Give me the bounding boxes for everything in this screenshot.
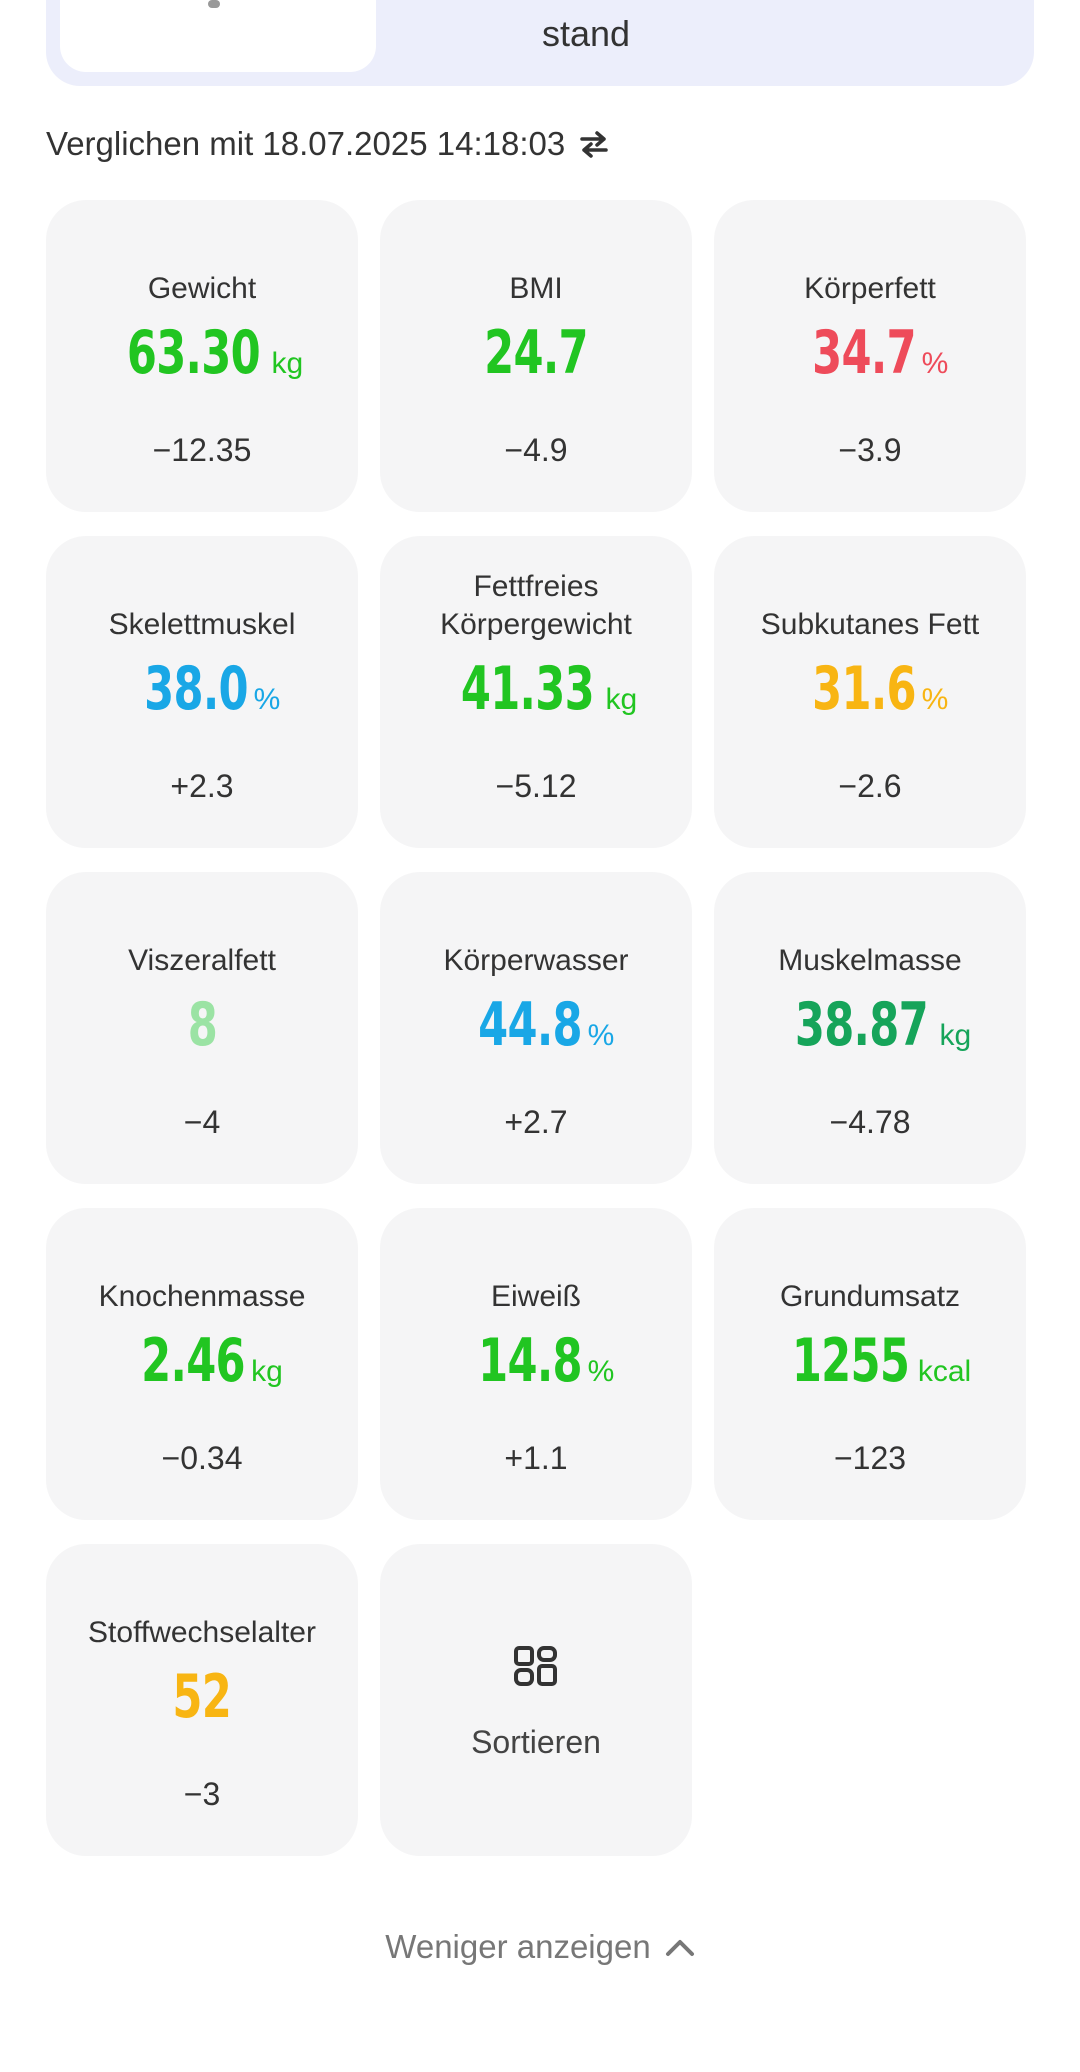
metric-value-row: 2.46 kg: [46, 1326, 358, 1406]
metric-value-row: 52: [46, 1662, 358, 1742]
metric-unit: kg: [251, 1355, 283, 1388]
metric-value: 41.33: [460, 654, 595, 724]
metric-value-row: 14.8%: [380, 1326, 692, 1406]
metric-delta: −4.78: [829, 1104, 911, 1140]
metric-value-row: 38.0%: [46, 654, 358, 734]
metric-unit: %: [921, 683, 949, 716]
comparison-text: Verglichen mit 18.07.2025 14:18:03: [46, 125, 566, 162]
metric-delta: +2.7: [504, 1104, 568, 1140]
metric-value-row: 34.7%: [714, 318, 1026, 398]
metric-delta: +1.1: [504, 1440, 568, 1476]
metric-card-gewicht[interactable]: Gewicht 63.30 kg −12.35: [46, 200, 358, 512]
metric-value: 1255: [791, 1326, 910, 1396]
metric-unit: kg: [939, 1019, 972, 1052]
show-less-button[interactable]: Weniger anzeigen: [0, 1928, 1080, 1966]
metric-value: 14.8: [477, 1326, 582, 1396]
metric-card-subkutanes-fett[interactable]: Subkutanes Fett 31.6% −2.6: [714, 536, 1026, 848]
metric-unit: %: [587, 1019, 615, 1052]
metric-value-row: 41.33 kg: [380, 654, 692, 734]
metric-card-grundumsatz[interactable]: Grundumsatz 1255 kcal −123: [714, 1208, 1026, 1520]
metric-value: 63.30: [126, 318, 261, 388]
sort-card[interactable]: Sortieren: [380, 1544, 692, 1856]
metric-delta: −5.12: [495, 768, 577, 804]
metric-delta: −4: [183, 1104, 221, 1140]
metric-value-row: 8: [46, 990, 358, 1070]
sort-grid-icon: [514, 1646, 557, 1686]
metric-title: Viszeralfett: [128, 944, 276, 977]
metric-card-bmi[interactable]: BMI 24.7 −4.9: [380, 200, 692, 512]
metric-card-knochenmasse[interactable]: Knochenmasse 2.46 kg −0.34: [46, 1208, 358, 1520]
metric-value-row: 31.6%: [714, 654, 1026, 734]
segment-tab-stand[interactable]: stand: [541, 13, 631, 54]
metric-delta: −2.6: [838, 768, 902, 804]
metric-delta: −4.9: [504, 432, 568, 468]
metric-title: Gewicht: [147, 272, 257, 305]
metric-unit: %: [921, 347, 949, 380]
metric-unit: kg: [271, 347, 304, 380]
segmented-control: stand: [46, 0, 1034, 86]
metric-value: 52: [172, 1662, 232, 1732]
metric-value-row: 1255 kcal: [714, 1326, 1026, 1406]
metric-title: Knochenmasse: [98, 1280, 306, 1313]
metric-value: 38.0: [143, 654, 248, 724]
metric-delta: −3.9: [838, 432, 902, 468]
metric-value: 24.7: [484, 318, 588, 388]
metric-value-row: 63.30 kg: [46, 318, 358, 398]
metric-delta: −3: [183, 1776, 221, 1812]
metric-value-row: 24.7: [380, 318, 692, 398]
metric-delta: −0.34: [161, 1440, 243, 1476]
metric-delta: −123: [833, 1440, 907, 1476]
metric-card-fettfreies-koerpergewicht[interactable]: Fettfreies Körpergewicht 41.33 kg −5.12: [380, 536, 692, 848]
metric-value-row: 44.8%: [380, 990, 692, 1070]
chevron-up-icon: [665, 1937, 695, 1957]
metric-card-koerperwasser[interactable]: Körperwasser 44.8% +2.7: [380, 872, 692, 1184]
metric-value: 44.8: [477, 990, 582, 1060]
metric-value: 38.87: [794, 990, 929, 1060]
sort-label: Sortieren: [471, 1724, 601, 1760]
metric-delta: −12.35: [152, 432, 252, 468]
metric-title: Körperfett: [804, 272, 936, 305]
swap-arrows-icon[interactable]: [579, 130, 609, 158]
metric-title: Eiweiß: [490, 1280, 581, 1313]
metric-value: 8: [187, 990, 217, 1060]
metric-card-viszeralfett[interactable]: Viszeralfett 8 −4: [46, 872, 358, 1184]
metric-title: Subkutanes Fett: [760, 608, 980, 641]
metric-unit: %: [587, 1355, 615, 1388]
metric-card-skelettmuskel[interactable]: Skelettmuskel 38.0% +2.3: [46, 536, 358, 848]
metric-card-koerperfett[interactable]: Körperfett 34.7% −3.9: [714, 200, 1026, 512]
segment-tab-active[interactable]: [60, 0, 376, 72]
metric-value: 31.6: [811, 654, 916, 724]
metric-title: Grundumsatz: [779, 1280, 961, 1313]
metric-value: 34.7: [811, 318, 916, 388]
metric-delta: +2.3: [170, 768, 234, 804]
comparison-row[interactable]: Verglichen mit 18.07.2025 14:18:03: [46, 124, 609, 164]
metric-unit: %: [253, 683, 281, 716]
metric-card-muskelmasse[interactable]: Muskelmasse 38.87 kg −4.78: [714, 872, 1026, 1184]
metric-unit: kg: [605, 683, 638, 716]
metric-unit: kcal: [917, 1355, 972, 1388]
metric-value: 2.46: [141, 1326, 246, 1396]
metric-title: Muskelmasse: [778, 944, 962, 977]
metric-title: Skelettmuskel: [108, 608, 296, 641]
metric-title: BMI: [509, 272, 563, 305]
metric-card-stoffwechselalter[interactable]: Stoffwechselalter 52 −3: [46, 1544, 358, 1856]
metric-title: Fettfreies Körpergewicht: [440, 570, 632, 641]
metric-value-row: 38.87 kg: [714, 990, 1026, 1070]
metric-card-eiweiss[interactable]: Eiweiß 14.8% +1.1: [380, 1208, 692, 1520]
show-less-label: Weniger anzeigen: [385, 1928, 651, 1965]
metric-title: Stoffwechselalter: [88, 1616, 316, 1649]
metric-title: Körperwasser: [443, 944, 629, 977]
